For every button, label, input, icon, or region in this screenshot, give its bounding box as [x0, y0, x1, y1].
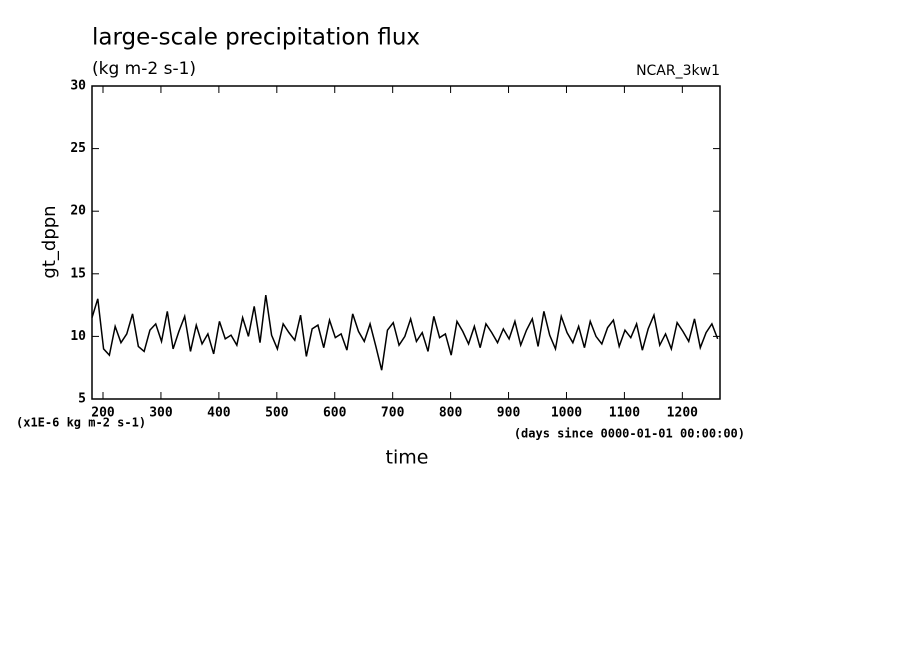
x-tick-label: 900 [497, 406, 521, 421]
x-tick-label: 500 [265, 406, 289, 421]
y-axis-label: gt_dppn [39, 205, 60, 278]
x-tick-label: 800 [439, 406, 463, 421]
x-tick-label: 1100 [609, 406, 640, 421]
y-units: (x1E-6 kg m-2 s-1) [16, 416, 146, 430]
chart-subtitle: (kg m-2 s-1) [92, 59, 196, 79]
chart-title: large-scale precipitation flux [92, 25, 420, 51]
y-tick-label: 10 [70, 329, 86, 344]
x-tick-label: 1000 [551, 406, 582, 421]
y-tick-label: 5 [78, 392, 86, 407]
x-tick-label: 600 [323, 406, 347, 421]
x-axis-label: time [386, 447, 429, 469]
x-tick-label: 700 [381, 406, 405, 421]
y-tick-label: 25 [70, 141, 86, 156]
x-tick-label: 300 [149, 406, 173, 421]
y-tick-label: 30 [70, 79, 86, 94]
x-tick-label: 400 [207, 406, 231, 421]
y-tick-label: 20 [70, 204, 86, 219]
x-units: (days since 0000-01-01 00:00:00) [514, 427, 745, 441]
x-tick-label: 200 [91, 406, 115, 421]
y-tick-label: 15 [70, 266, 86, 281]
data-line [91, 294, 719, 371]
plot-frame [91, 85, 721, 400]
x-tick-label: 1200 [667, 406, 698, 421]
annotation: NCAR_3kw1 [636, 63, 720, 79]
